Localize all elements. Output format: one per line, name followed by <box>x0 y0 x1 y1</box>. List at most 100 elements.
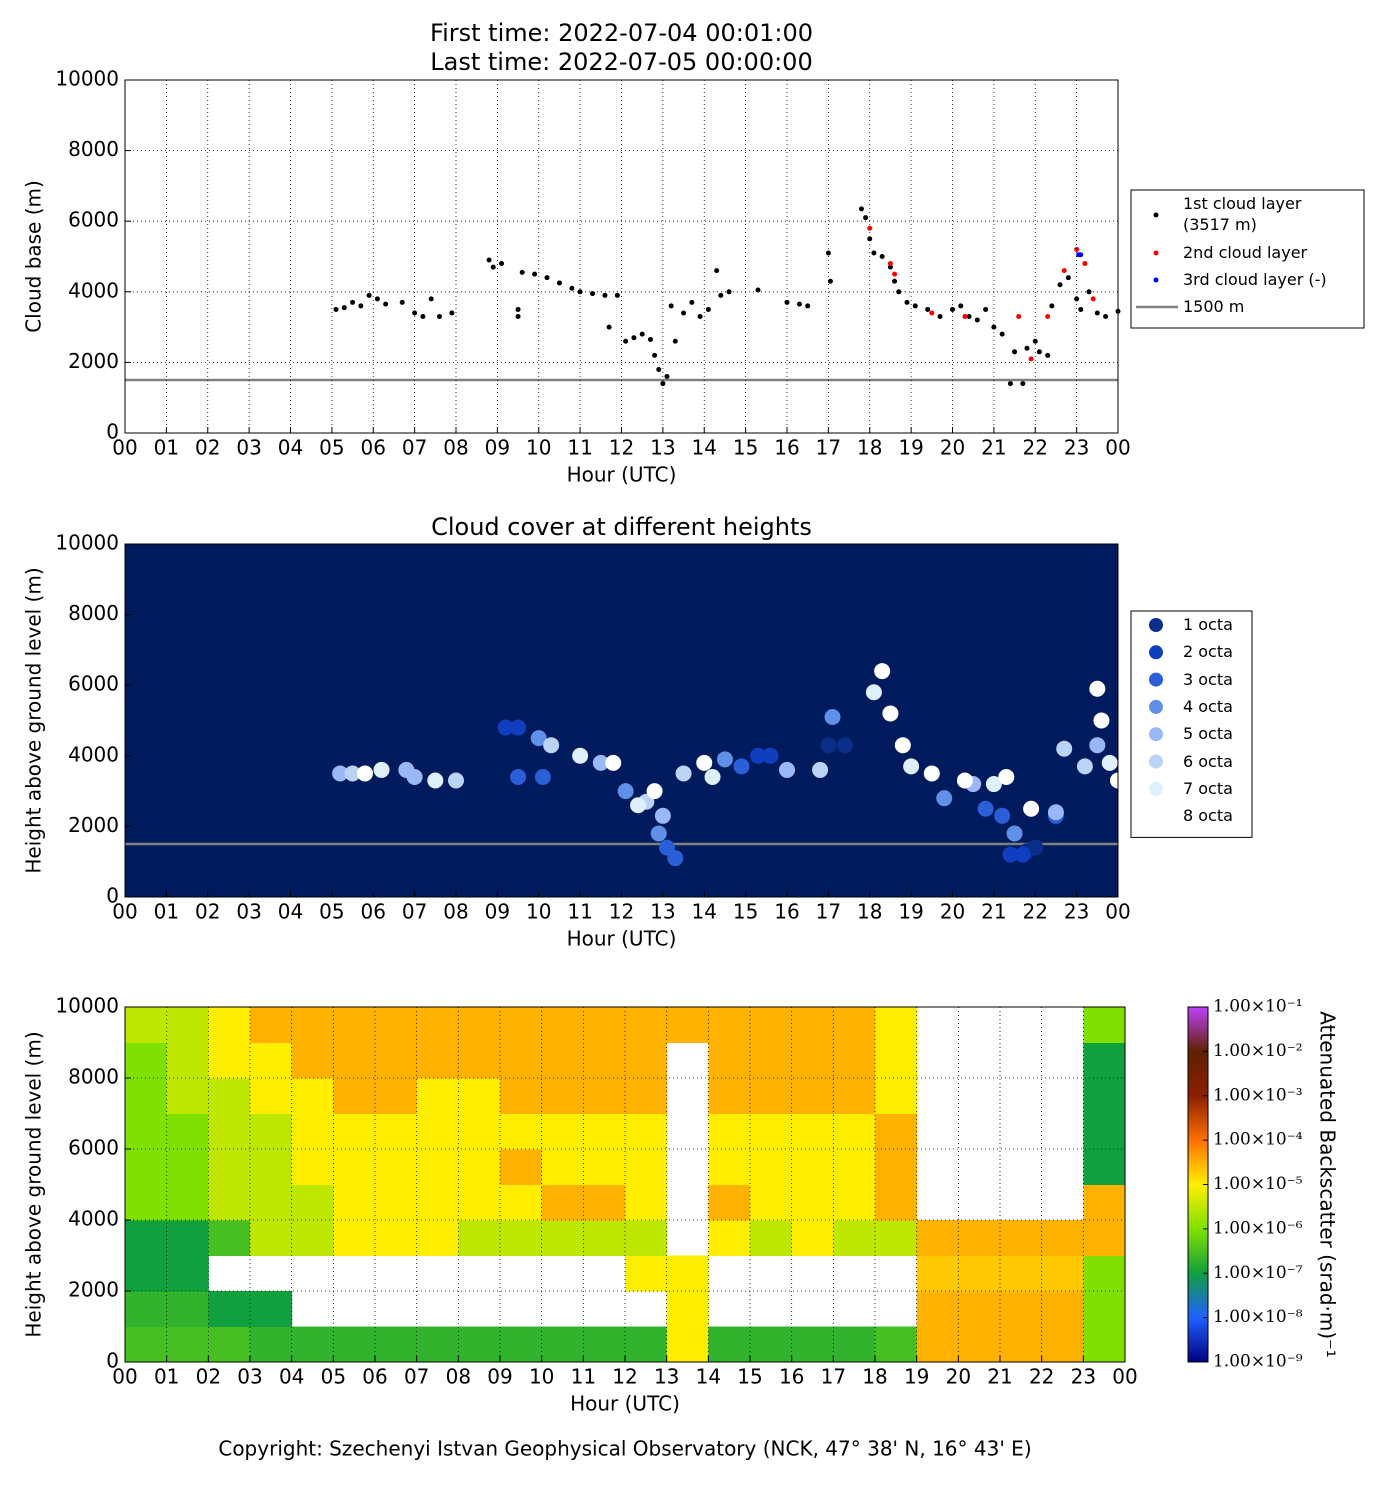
heatmap-cell <box>750 1113 793 1150</box>
data-point <box>358 303 364 309</box>
data-point <box>733 758 750 775</box>
y-tick-label: 0 <box>106 1349 119 1373</box>
legend-label: 3rd cloud layer (-) <box>1183 270 1327 289</box>
legend-text-box: 5 octa <box>1183 724 1233 743</box>
heatmap-cell <box>375 1326 418 1363</box>
heatmap-cell <box>750 1149 793 1185</box>
heatmap-cell <box>708 1007 751 1043</box>
data-point <box>929 310 935 316</box>
heatmap-cell <box>166 1326 209 1363</box>
heatmap-cell <box>875 1326 918 1363</box>
legend-text-box: 6 octa <box>1183 751 1233 771</box>
heatmap-cell <box>833 1007 876 1043</box>
y-tick-label: 10000 <box>55 67 119 91</box>
y-tick-label: 0 <box>106 420 119 444</box>
heatmap-cell <box>125 1078 168 1114</box>
legend-label: 1 octa <box>1183 615 1233 634</box>
x-tick-label: 11 <box>567 900 592 924</box>
heatmap-cell <box>791 1220 834 1256</box>
y-axis-label: Height above ground level (m) <box>22 1031 46 1337</box>
heatmap-cell <box>458 1149 501 1185</box>
y-tick-label: 8000 <box>68 601 119 625</box>
heatmap-cell <box>500 1042 543 1079</box>
y-tick-label: 4000 <box>68 742 119 766</box>
heatmap-cell <box>125 1113 168 1150</box>
x-tick-label: 20 <box>940 900 965 924</box>
heatmap-cell <box>208 1042 251 1079</box>
data-point <box>983 306 989 312</box>
data-point <box>1090 296 1096 302</box>
legend-text-box: 8 octa <box>1183 806 1233 825</box>
heatmap-cell <box>1000 1291 1043 1327</box>
data-point <box>1006 825 1023 842</box>
data-point <box>805 303 811 309</box>
x-tick-label: 21 <box>981 436 1006 460</box>
data-point <box>1047 804 1064 821</box>
data-point <box>904 299 910 305</box>
data-point <box>667 850 684 867</box>
data-point <box>617 783 634 800</box>
x-tick-label: 10 <box>526 436 551 460</box>
data-point <box>1056 740 1073 757</box>
heatmap-cell <box>791 1113 834 1150</box>
data-point <box>1074 246 1080 252</box>
x-tick-label: 18 <box>857 900 882 924</box>
data-point <box>1093 712 1110 729</box>
data-point <box>1027 839 1044 856</box>
heatmap-cell <box>125 1149 168 1185</box>
heatmap-cell <box>208 1184 251 1221</box>
heatmap-cell <box>541 1184 584 1221</box>
y-tick-label: 2000 <box>68 1278 119 1302</box>
data-point <box>750 747 767 764</box>
x-tick-label: 08 <box>443 436 468 460</box>
heatmap-cell <box>958 1326 1001 1363</box>
x-tick-label: 17 <box>816 436 841 460</box>
x-tick-label: 07 <box>402 436 427 460</box>
heatmap-cell <box>250 1184 293 1221</box>
legend-label: 6 octa <box>1183 751 1233 771</box>
heatmap-cell <box>666 1326 709 1363</box>
heatmap-cell <box>250 1078 293 1114</box>
data-point <box>592 754 609 771</box>
heatmap-cell <box>541 1326 584 1363</box>
x-tick-label: 22 <box>1023 436 1048 460</box>
data-point <box>630 797 647 814</box>
legend-text-box: 3 octa <box>1183 670 1233 689</box>
data-point <box>705 306 711 312</box>
data-point <box>490 264 496 270</box>
heatmap-cell <box>1000 1220 1043 1256</box>
heatmap-cell <box>583 1042 626 1079</box>
heatmap-cell <box>166 1184 209 1221</box>
heatmap-cell <box>500 1220 543 1256</box>
heatmap-cell <box>833 1042 876 1079</box>
x-axis-label: Hour (UTC) <box>567 463 677 487</box>
data-point <box>858 206 864 212</box>
heatmap-cell <box>208 1007 251 1043</box>
legend-text-box: 7 octa <box>1183 779 1233 798</box>
heatmap-cell <box>708 1078 751 1114</box>
heatmap-cell <box>1083 1078 1126 1114</box>
data-point <box>530 730 547 747</box>
x-tick-label: 00 <box>112 900 137 924</box>
heatmap-cell <box>291 1326 334 1363</box>
heatmap-cell <box>750 1007 793 1043</box>
heatmap-cell <box>166 1042 209 1079</box>
heatmap-cell <box>708 1113 751 1150</box>
heatmap-cell <box>583 1220 626 1256</box>
x-tick-label: 19 <box>898 436 923 460</box>
colorbar-tick-label: 1.00×10⁻⁵ <box>1213 1174 1303 1194</box>
data-point <box>1082 261 1088 267</box>
heatmap-cell <box>1083 1184 1126 1221</box>
heatmap-cell <box>125 1291 168 1327</box>
heatmap-cell <box>250 1007 293 1043</box>
heatmap-cell <box>791 1184 834 1221</box>
y-tick-label: 10000 <box>55 994 119 1018</box>
data-point <box>1078 306 1084 312</box>
colorbar-tick-label: 1.00×10⁻⁴ <box>1213 1130 1303 1150</box>
heatmap-cell <box>166 1255 209 1292</box>
heatmap-cell <box>375 1220 418 1256</box>
data-point <box>820 737 837 754</box>
colorbar-tick-label: 1.00×10⁻¹ <box>1213 997 1303 1017</box>
heatmap-cell <box>583 1078 626 1114</box>
data-point <box>867 236 873 242</box>
